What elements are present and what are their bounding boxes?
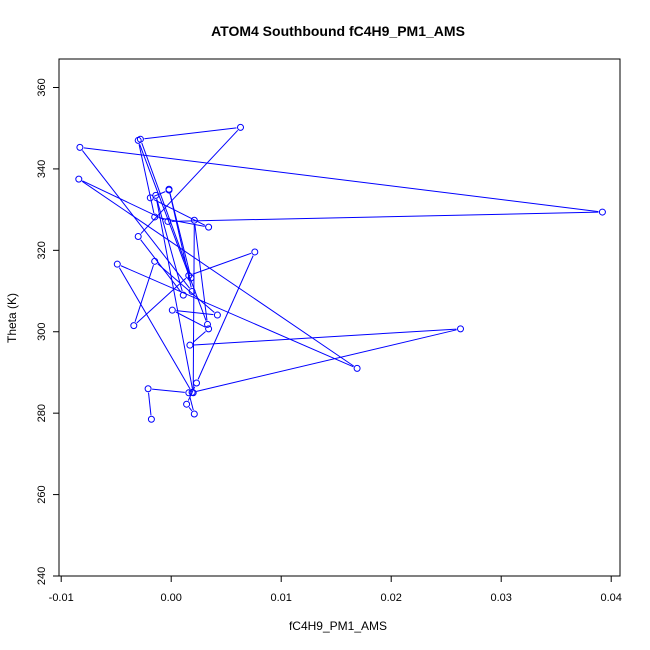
data-point (151, 257, 159, 265)
data-point (147, 415, 155, 423)
series-segment (189, 396, 194, 411)
series-segment (169, 193, 191, 275)
series-segment (134, 264, 154, 322)
y-tick-label: 320 (36, 241, 48, 259)
series-segment (194, 224, 208, 321)
y-axis: 240 260 280 300 320 340 360 (36, 78, 60, 585)
data-point (598, 208, 606, 216)
y-tick-label: 260 (36, 485, 48, 503)
series-segment (153, 199, 206, 226)
series-segment (197, 255, 254, 380)
series-segment (176, 310, 214, 316)
data-point (204, 320, 211, 328)
data-point (187, 274, 195, 282)
data-point (130, 322, 138, 330)
data-point (353, 364, 361, 372)
x-tick-label: 0.04 (600, 592, 621, 604)
series-segment (156, 199, 183, 292)
x-tick-label: 0.02 (380, 592, 401, 604)
y-tick-label: 300 (36, 323, 48, 341)
series-segment (83, 147, 599, 213)
data-point (134, 232, 142, 240)
series-segment (141, 142, 191, 275)
series-segment (188, 407, 193, 412)
data-point (213, 311, 221, 319)
data-point (146, 194, 154, 202)
y-tick-label: 340 (36, 160, 48, 178)
series-segment (136, 277, 187, 324)
series-segment (156, 199, 193, 389)
chart-title: ATOM4 Southbound fC4H9_PM1_AMS (211, 23, 465, 39)
series-points (75, 123, 606, 423)
data-point (165, 186, 173, 194)
x-tick-label: -0.01 (49, 592, 74, 604)
series-segment (148, 392, 152, 416)
data-point (251, 248, 259, 256)
data-point (205, 223, 213, 231)
y-tick-label: 240 (36, 567, 48, 585)
data-point (76, 143, 84, 151)
data-point (183, 400, 191, 408)
data-point (190, 216, 198, 224)
y-tick-label: 280 (36, 404, 48, 422)
series-segment (192, 224, 195, 389)
series-segment (140, 239, 182, 293)
data-point (134, 136, 142, 144)
series-segment (192, 252, 252, 275)
series-segment (171, 211, 599, 222)
series-segment (140, 129, 239, 234)
data-point (188, 287, 196, 295)
data-point (193, 379, 200, 387)
series-segment (175, 311, 206, 328)
data-point (164, 217, 172, 225)
series-segment (81, 180, 355, 367)
x-tick-label: 0.03 (490, 592, 511, 604)
series-segment (152, 388, 185, 393)
plot-frame (58, 58, 621, 577)
y-axis-label: Theta (K) (5, 293, 19, 343)
series-segment (120, 265, 354, 368)
data-point (144, 385, 152, 393)
data-point (186, 341, 194, 349)
series-segment (138, 144, 155, 214)
data-point (151, 213, 159, 221)
data-point (179, 291, 187, 299)
series-segment (82, 180, 165, 221)
data-point (113, 260, 121, 268)
series-segment (193, 328, 457, 346)
data-point (185, 389, 193, 397)
series-segment (81, 150, 191, 289)
data-point (190, 410, 198, 418)
data-point (75, 175, 83, 183)
data-point (205, 325, 213, 333)
y-tick-label: 360 (36, 78, 48, 96)
data-point (237, 123, 244, 131)
x-tick-label: 0.01 (270, 592, 291, 604)
x-tick-label: 0.00 (160, 592, 181, 604)
data-point (189, 389, 197, 397)
data-point (168, 306, 176, 314)
x-axis-label: fC4H9_PM1_AMS (289, 619, 387, 633)
series-segment (192, 331, 206, 343)
series-segment (118, 267, 191, 390)
data-point (457, 325, 464, 333)
series-segment (195, 329, 457, 392)
series-segment (144, 127, 237, 140)
series-segment (153, 191, 166, 197)
